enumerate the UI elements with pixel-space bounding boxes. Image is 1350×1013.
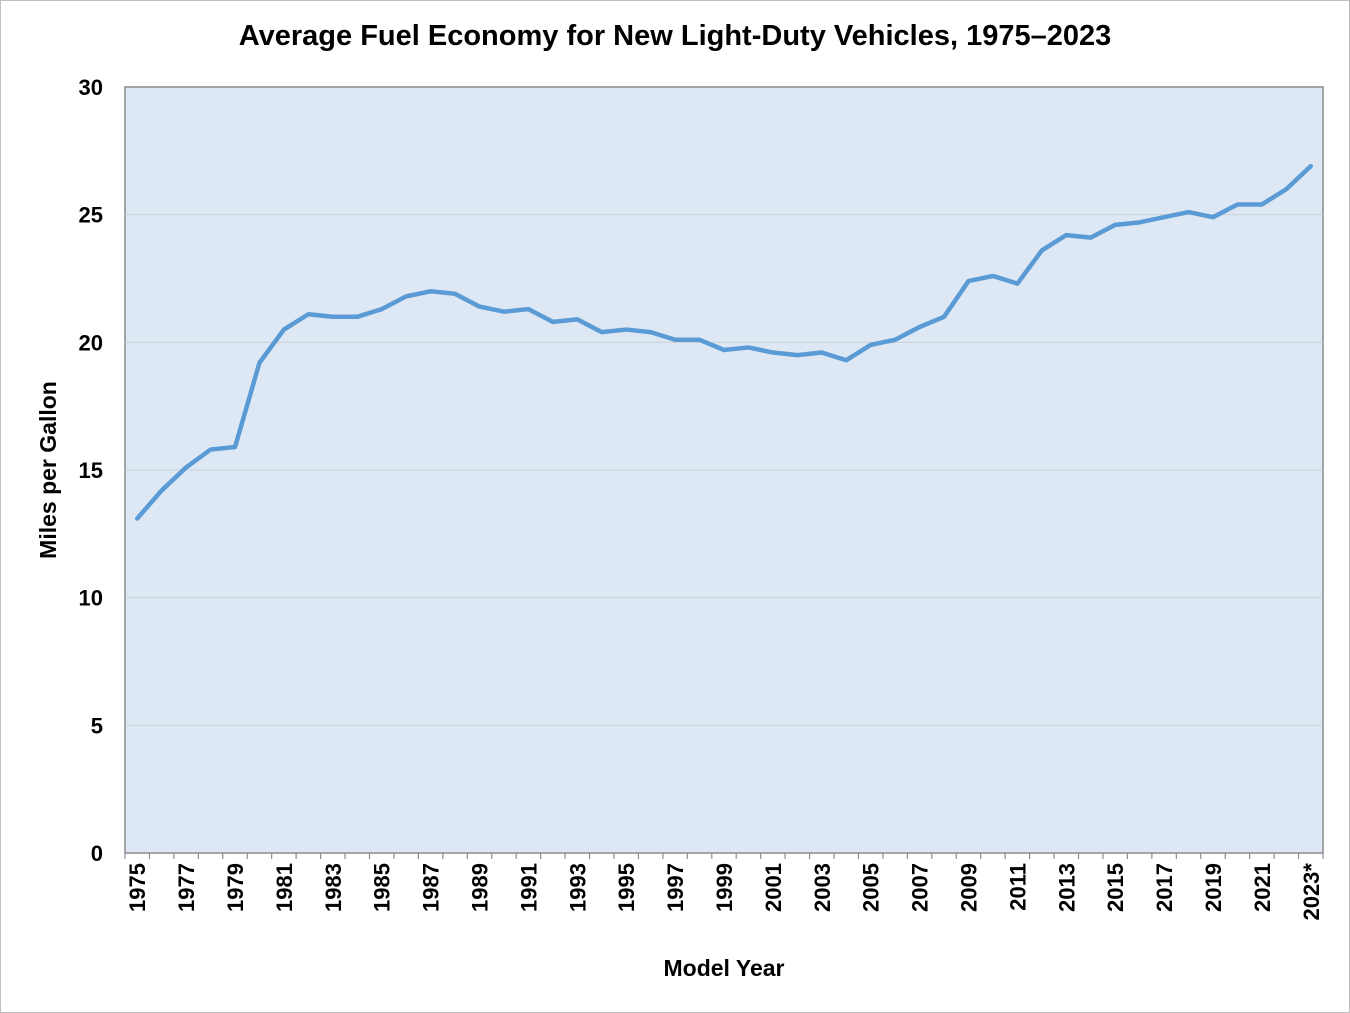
- series-line-fuel-economy: [134, 163, 1314, 521]
- x-tick-label: 2013: [1054, 863, 1079, 912]
- x-axis-ticks: 1975 1977 1979 1981 1983 1985 1987 1989 1991 1993…: [124, 853, 1324, 921]
- x-tick-label: 2011: [1005, 863, 1030, 911]
- x-tick-label: 2015: [1103, 863, 1128, 912]
- x-tick-label: 2021: [1250, 863, 1275, 912]
- x-tick-label: 2007: [908, 863, 933, 912]
- x-tick-label: 2005: [859, 863, 884, 912]
- x-tick-label: 1979: [223, 863, 248, 912]
- y-tick-label: 5: [91, 713, 103, 738]
- y-axis-ticks: 0 5 10 15 20 25 30: [79, 75, 103, 866]
- x-tick-label: 1983: [321, 863, 346, 912]
- y-tick-label: 20: [79, 330, 103, 355]
- x-tick-label: 1985: [370, 863, 395, 912]
- x-tick-label: 2023*: [1299, 863, 1324, 921]
- x-tick-label: 1989: [468, 863, 493, 912]
- x-tick-label: 2019: [1201, 863, 1226, 912]
- x-tick-label: 1981: [272, 863, 297, 912]
- x-tick-label: 1999: [712, 863, 737, 912]
- x-tick-label: 1993: [565, 863, 590, 912]
- x-tick-label: 2001: [761, 863, 786, 912]
- x-tick-label: 2003: [810, 863, 835, 912]
- x-tick-label: 2017: [1152, 863, 1177, 912]
- x-axis-title: Model Year: [663, 955, 784, 981]
- x-tick-label: 1991: [516, 863, 541, 912]
- y-tick-label: 25: [79, 203, 103, 228]
- x-tick-label: 1977: [174, 863, 199, 912]
- x-tick-label: 1975: [125, 863, 150, 912]
- y-axis-title: Miles per Gallon: [35, 381, 61, 559]
- x-tick-label: 2009: [956, 863, 981, 912]
- y-tick-label: 10: [79, 586, 103, 611]
- y-tick-label: 15: [79, 458, 103, 483]
- x-tick-label: 1997: [663, 863, 688, 912]
- x-tick-label: 1995: [614, 863, 639, 912]
- gridlines: [125, 214, 1323, 726]
- x-tick-label: 1987: [419, 863, 444, 912]
- y-tick-label: 0: [91, 841, 103, 866]
- y-tick-label: 30: [79, 75, 103, 100]
- chart-title: Average Fuel Economy for New Light-Duty …: [238, 20, 1112, 52]
